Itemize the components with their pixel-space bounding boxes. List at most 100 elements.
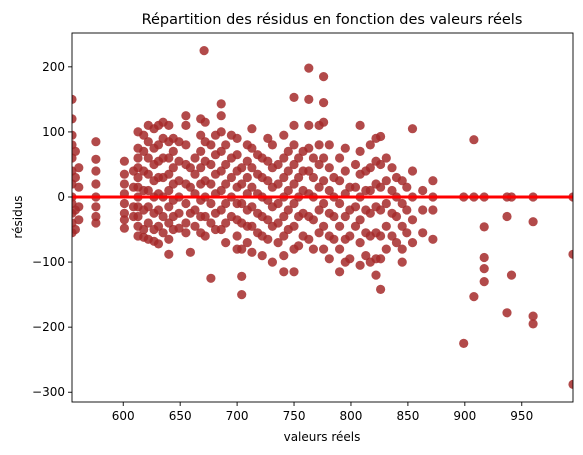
data-point xyxy=(119,208,129,218)
data-point xyxy=(387,231,397,241)
data-point xyxy=(181,140,191,150)
data-point xyxy=(319,221,329,231)
data-point xyxy=(206,140,216,150)
data-point xyxy=(119,223,129,233)
data-point xyxy=(479,264,489,274)
data-point xyxy=(232,150,242,160)
data-point xyxy=(376,284,386,294)
data-point xyxy=(247,247,257,257)
data-point xyxy=(314,140,324,150)
data-point xyxy=(164,169,174,179)
data-point xyxy=(479,222,489,232)
data-point xyxy=(279,231,289,241)
data-point xyxy=(304,63,314,73)
data-point xyxy=(502,308,512,318)
data-point xyxy=(345,231,355,241)
data-point xyxy=(387,185,397,196)
data-point xyxy=(365,163,375,173)
data-point xyxy=(181,228,191,238)
data-point xyxy=(74,163,84,173)
data-point xyxy=(355,238,365,248)
data-point xyxy=(397,221,407,231)
data-point xyxy=(190,221,200,231)
x-tick-label: 900 xyxy=(453,409,476,423)
data-point xyxy=(263,234,273,244)
y-axis: −300 −200 −100 0 100 200 xyxy=(32,60,72,399)
data-point xyxy=(164,202,174,212)
data-point xyxy=(324,185,334,196)
data-point xyxy=(133,172,143,183)
data-point xyxy=(273,218,283,228)
data-point xyxy=(365,140,375,150)
data-point xyxy=(289,120,299,130)
data-point xyxy=(418,205,428,215)
data-point xyxy=(216,185,226,196)
data-point xyxy=(181,120,191,130)
data-point xyxy=(143,185,153,196)
data-point xyxy=(355,260,365,270)
data-point xyxy=(376,159,386,170)
data-point xyxy=(355,120,365,130)
data-point xyxy=(418,228,428,238)
data-point xyxy=(153,140,164,150)
data-point xyxy=(143,153,153,163)
data-point xyxy=(216,146,226,156)
data-point xyxy=(242,172,252,183)
data-point xyxy=(350,221,361,231)
data-point xyxy=(72,130,77,140)
x-axis: 600 650 700 750 800 850 900 950 xyxy=(112,402,533,423)
data-point xyxy=(237,290,247,300)
data-point xyxy=(308,153,318,163)
data-point xyxy=(279,172,289,183)
data-point xyxy=(479,252,489,263)
data-point xyxy=(168,146,178,156)
data-point xyxy=(267,257,277,267)
data-point xyxy=(568,249,573,259)
data-point xyxy=(381,198,391,209)
data-point xyxy=(407,215,418,225)
y-tick-label: 100 xyxy=(42,125,65,139)
data-point xyxy=(247,143,257,153)
data-point xyxy=(361,251,371,261)
data-point xyxy=(376,254,386,264)
data-point xyxy=(247,163,257,173)
data-point xyxy=(158,211,168,222)
data-point xyxy=(216,205,226,215)
data-point xyxy=(304,120,314,130)
y-tick-label: −200 xyxy=(32,320,65,334)
data-point xyxy=(335,198,345,209)
data-point xyxy=(200,211,210,222)
data-point xyxy=(263,133,273,143)
data-point xyxy=(350,159,361,170)
data-point xyxy=(206,179,216,189)
data-point xyxy=(181,218,191,228)
y-tick-label: 0 xyxy=(57,190,65,204)
data-point xyxy=(185,163,195,173)
data-point xyxy=(308,215,318,225)
data-point xyxy=(319,72,329,82)
data-point xyxy=(365,208,375,218)
data-point xyxy=(283,185,293,196)
data-point xyxy=(226,172,236,183)
data-point xyxy=(528,217,538,227)
data-point xyxy=(407,238,418,248)
data-point xyxy=(294,153,304,163)
data-point xyxy=(143,202,153,212)
data-point xyxy=(289,140,299,150)
data-point xyxy=(237,271,247,281)
data-point xyxy=(289,159,299,170)
data-point xyxy=(340,166,350,176)
data-point xyxy=(91,137,101,147)
data-point xyxy=(397,176,407,186)
data-point xyxy=(216,166,226,176)
data-point xyxy=(263,215,273,225)
data-point xyxy=(247,221,257,231)
data-point xyxy=(247,124,257,134)
data-point xyxy=(185,182,195,192)
data-point xyxy=(174,176,184,186)
data-point xyxy=(242,156,252,166)
data-point xyxy=(206,198,216,209)
data-point xyxy=(221,140,231,150)
data-point xyxy=(153,205,164,215)
data-point xyxy=(387,163,397,173)
